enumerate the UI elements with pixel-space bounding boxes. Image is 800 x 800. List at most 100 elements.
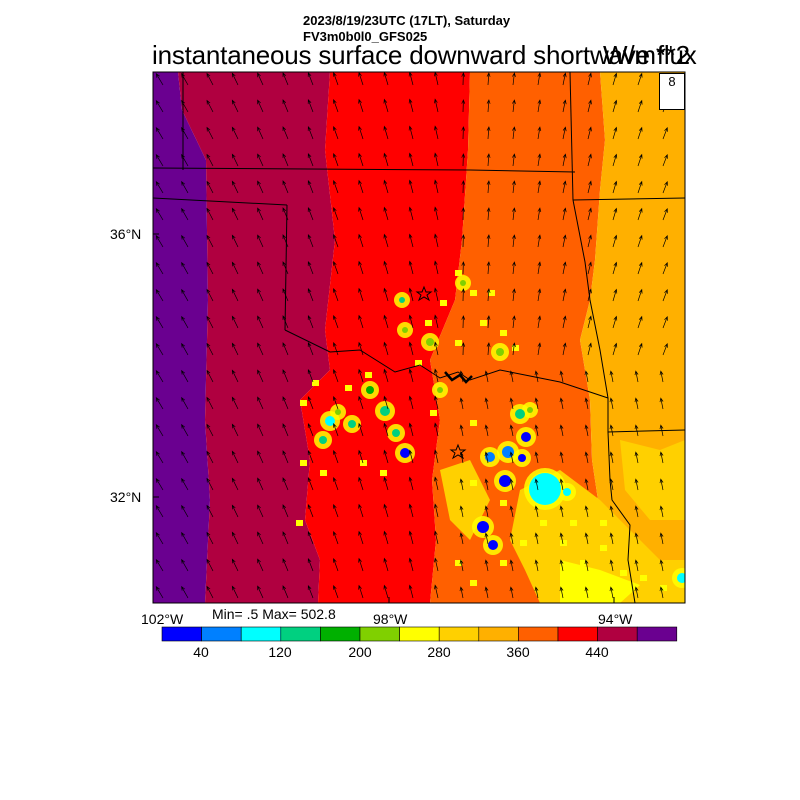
wind-vector bbox=[282, 126, 289, 140]
wind-vector bbox=[155, 532, 164, 545]
colorbar-swatch bbox=[320, 626, 361, 642]
wind-vector bbox=[587, 261, 592, 275]
wind-vector bbox=[206, 585, 214, 599]
wind-vector bbox=[509, 586, 514, 599]
wind-vector bbox=[609, 451, 614, 464]
wind-vector bbox=[333, 557, 339, 572]
wind-vector bbox=[537, 261, 542, 275]
wind-vector bbox=[408, 260, 414, 275]
wind-vector bbox=[534, 451, 539, 464]
wind-vector bbox=[459, 478, 464, 491]
wind-vector bbox=[257, 207, 264, 221]
wind-vector bbox=[484, 586, 489, 599]
wind-vector bbox=[537, 126, 542, 140]
wind-vector bbox=[562, 207, 567, 221]
wind-vector bbox=[486, 153, 491, 167]
wind-vector bbox=[637, 180, 643, 194]
wind-vector bbox=[383, 395, 389, 410]
wind-vector bbox=[512, 99, 516, 113]
wind-vector bbox=[257, 369, 264, 383]
wind-vector bbox=[637, 153, 643, 167]
wind-vector bbox=[307, 342, 314, 356]
star-marker bbox=[415, 285, 433, 302]
wind-vector bbox=[562, 72, 567, 86]
wind-vector bbox=[383, 125, 389, 140]
wind-vector bbox=[231, 126, 239, 140]
field-patch-gold bbox=[620, 440, 685, 520]
wind-vector bbox=[206, 99, 214, 113]
lat-label: 36°N bbox=[110, 226, 142, 242]
wind-vector bbox=[383, 98, 389, 113]
wind-vector bbox=[634, 478, 639, 491]
cell-speck bbox=[620, 570, 627, 576]
cell-speck bbox=[320, 470, 327, 476]
wind-vector bbox=[282, 288, 289, 302]
wind-vector bbox=[562, 288, 567, 302]
wind-vector bbox=[512, 153, 516, 167]
wind-vector bbox=[537, 207, 542, 221]
wind-vector bbox=[587, 288, 592, 302]
wind-vector bbox=[434, 233, 439, 248]
wind-vector bbox=[358, 98, 364, 113]
wind-vector bbox=[584, 397, 589, 410]
colorbar-swatch bbox=[240, 626, 282, 642]
wind-vector bbox=[484, 559, 489, 572]
wind-vector bbox=[358, 503, 364, 518]
convective-cells bbox=[296, 270, 685, 591]
wind-vector bbox=[155, 559, 164, 572]
wind-vector bbox=[155, 181, 164, 194]
wind-vector bbox=[282, 315, 289, 329]
cell-speck bbox=[488, 290, 495, 296]
wind-vector bbox=[634, 505, 639, 518]
cell-core bbox=[521, 432, 531, 442]
colorbar-tick-label: 440 bbox=[585, 644, 609, 660]
wind-vector bbox=[609, 397, 614, 410]
wind-vector bbox=[257, 315, 264, 329]
wind-vector bbox=[231, 99, 239, 113]
wind-vector bbox=[584, 478, 589, 491]
wind-vector bbox=[282, 585, 289, 599]
wind-vector bbox=[333, 422, 339, 437]
wind-vector bbox=[609, 559, 614, 572]
wind-vector bbox=[459, 370, 464, 383]
wind-vector bbox=[537, 99, 542, 113]
wind-vector bbox=[534, 478, 539, 491]
wind-vector bbox=[559, 559, 564, 572]
wind-vector bbox=[484, 451, 489, 464]
wind-vector bbox=[333, 179, 339, 194]
wind-vector bbox=[358, 152, 364, 167]
wind-vector bbox=[534, 424, 539, 437]
wind-vector bbox=[587, 180, 592, 194]
wind-vector bbox=[408, 368, 414, 383]
wind-vector bbox=[434, 368, 439, 383]
wind-vector bbox=[659, 559, 664, 572]
wind-vector bbox=[634, 532, 639, 545]
field-band-maroon bbox=[178, 72, 335, 603]
colorbar-swatch bbox=[280, 626, 321, 642]
wind-vector bbox=[459, 586, 464, 599]
wind-vector bbox=[155, 451, 164, 464]
wind-vector bbox=[486, 342, 491, 356]
cell-core bbox=[502, 446, 514, 458]
colorbar-swatch bbox=[201, 626, 242, 642]
wind-vector bbox=[206, 72, 214, 86]
wind-vector bbox=[408, 341, 414, 356]
colorbar-swatch bbox=[161, 626, 202, 642]
wind-vector bbox=[634, 451, 639, 464]
wind-vector bbox=[637, 288, 643, 302]
wind-vector bbox=[434, 125, 439, 140]
cell-core bbox=[488, 540, 498, 550]
cell-core bbox=[460, 280, 466, 286]
wind-vector bbox=[461, 207, 466, 221]
wind-vector bbox=[257, 180, 264, 194]
wind-vector bbox=[612, 126, 618, 140]
wind-vector bbox=[609, 370, 614, 383]
wind-vector bbox=[257, 477, 264, 491]
wind-vector bbox=[358, 449, 364, 464]
wind-vector bbox=[231, 342, 239, 356]
wind-vector bbox=[358, 476, 364, 491]
wind-vector bbox=[459, 532, 464, 545]
cell-speck bbox=[425, 320, 432, 326]
wind-vector bbox=[486, 315, 491, 329]
wind-vector bbox=[512, 207, 516, 221]
